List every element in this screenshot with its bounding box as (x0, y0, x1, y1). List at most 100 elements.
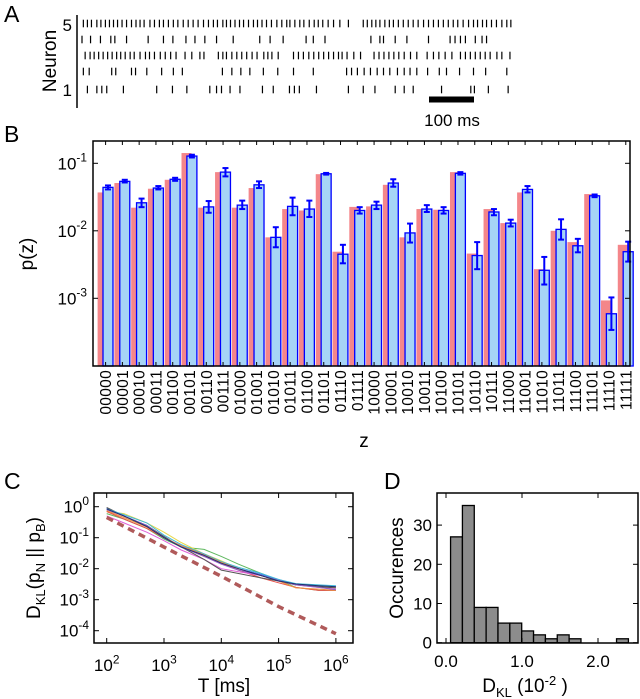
y-tick-label: 10-3 (60, 587, 90, 610)
y-tick-label: 20 (413, 555, 432, 574)
bar-data (555, 228, 567, 367)
x-tick-label: 10011 (417, 370, 434, 413)
bar-data (286, 205, 299, 367)
y-tick-label: 10-4 (60, 618, 90, 641)
error-bar (390, 178, 397, 188)
error-bar (457, 171, 464, 176)
error-bar (407, 222, 414, 244)
bar-data (219, 171, 232, 367)
y-tick-label: 0 (423, 634, 432, 653)
y-axis-label: Occurences (387, 517, 408, 618)
y-tick-label: 10-2 (58, 218, 88, 241)
y-tick-label-base: 10 (60, 622, 79, 641)
x-tick-label: 11011 (551, 370, 568, 412)
x-axis-label-part: KL (496, 685, 512, 699)
raster-row-neuron_4 (81, 35, 488, 44)
x-tick-label: 11100 (568, 370, 585, 412)
x-axis-label-part: -2 (545, 673, 557, 688)
error-bar (608, 296, 615, 331)
x-tick-label: 11000 (501, 370, 518, 414)
x-tick-label-base: 10 (151, 656, 170, 675)
x-tick-label-exp: 6 (342, 652, 349, 666)
x-tick-label: 11001 (518, 370, 535, 413)
y-tick-label-exp: -3 (76, 286, 87, 300)
error-bar (541, 255, 548, 286)
histogram-bar (556, 634, 570, 644)
x-tick-label: 10100 (434, 370, 451, 415)
x-tick-label: 01101 (316, 370, 333, 413)
y-tick-label-exp: -4 (78, 618, 89, 632)
raster-row-neuron_1 (86, 85, 509, 94)
bar-data (437, 209, 450, 367)
x-tick-label: 11110 (602, 370, 619, 411)
plot-frame (93, 492, 354, 644)
x-axis-label: DKL (10-2 ) (482, 673, 568, 699)
x-tick-label-exp: 4 (227, 652, 234, 666)
bar-data (622, 251, 634, 367)
y-axis-label-part: N (33, 563, 48, 572)
panel-label-b: B (4, 121, 19, 147)
histogram-bar (532, 634, 547, 644)
scale-bar-label: 100 ms (424, 111, 480, 130)
x-tick-label: 00110 (199, 370, 216, 414)
bar-data (102, 186, 114, 367)
error-bar (205, 200, 212, 214)
x-tick-label-base: 10 (266, 656, 285, 675)
histogram-bar (568, 638, 582, 644)
x-tick-label: 1.0 (510, 652, 534, 671)
x-tick-label: 11101 (585, 370, 602, 412)
y-axis-label-part: || p (24, 532, 45, 563)
y-tick-label-base: 10 (58, 154, 77, 173)
y-tick-label: 10-1 (58, 151, 88, 174)
bar-data (253, 184, 265, 367)
x-tick-label: 10111 (484, 370, 501, 412)
x-tick-label: 0.0 (434, 652, 458, 671)
x-tick-label: 10000 (367, 370, 384, 415)
x-tick-label: 01111 (350, 370, 367, 411)
error-bar (490, 208, 497, 217)
error-bar (423, 204, 430, 213)
error-bar (155, 185, 162, 191)
error-bar (222, 167, 229, 178)
raster-row-neuron_5 (82, 19, 512, 28)
y-tick-label-base: 10 (60, 529, 79, 548)
y-tick-label-base: 10 (60, 560, 79, 579)
histogram-bar (473, 606, 487, 644)
raster-row-neuron_2 (82, 67, 508, 76)
raster-ytick-label: 5 (63, 16, 72, 35)
y-axis-label-part: B (33, 523, 48, 532)
series-line-9 (106, 509, 336, 591)
bar-data (186, 155, 198, 367)
x-tick-label: 2.0 (586, 652, 610, 671)
y-tick-label-base: 10 (63, 498, 82, 517)
bar-data (169, 178, 181, 367)
y-axis-label-part: (p (24, 572, 45, 589)
bar-data (152, 187, 164, 367)
y-tick-label: 10-2 (60, 556, 90, 579)
series-line-5 (106, 515, 336, 590)
error-bar (574, 237, 581, 254)
histogram-bar (461, 504, 475, 644)
y-tick-label-base: 10 (58, 289, 77, 308)
x-tick-label-base: 10 (94, 656, 113, 675)
bar-data (119, 180, 131, 367)
y-tick-label-exp: -1 (76, 151, 87, 165)
bar-data (337, 253, 349, 367)
y-tick-label-exp: -1 (78, 525, 89, 539)
bar-data (236, 204, 248, 367)
x-tick-label: 01011 (283, 370, 300, 413)
bar-data (370, 204, 383, 367)
panel-label-a: A (4, 1, 20, 27)
y-axis-label-part: D (24, 605, 45, 619)
x-tick-label: 10001 (383, 370, 400, 415)
y-tick-label-base: 10 (58, 222, 77, 241)
raster-ytick-label: 1 (63, 81, 72, 100)
histogram-bar (509, 622, 523, 644)
x-tick-label: 00010 (132, 370, 149, 415)
y-tick-label-exp: -3 (78, 587, 89, 601)
y-tick-label-exp: -2 (78, 556, 89, 570)
series-line-8 (106, 510, 336, 591)
bar-data (270, 236, 282, 367)
y-axis-label-part: KL (33, 589, 48, 605)
